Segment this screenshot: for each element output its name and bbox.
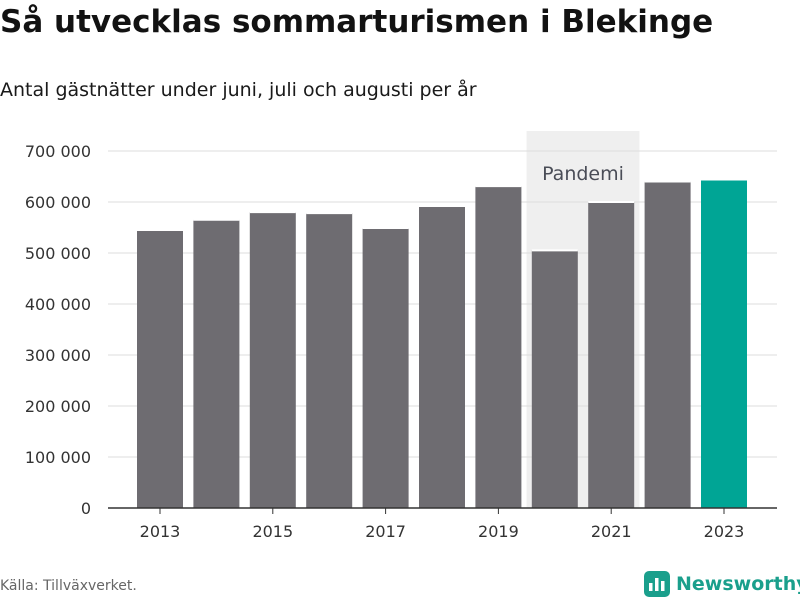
x-tick-label: 2015 [252,522,293,541]
brand-name: Newsworthy [676,573,800,595]
bar [249,212,296,508]
y-tick-label: 700 000 [25,142,91,161]
brand-logo: Newsworthy [644,569,800,599]
bar [588,201,635,509]
x-tick-label: 2019 [478,522,519,541]
y-tick-label: 200 000 [25,397,91,416]
y-tick-label: 600 000 [25,193,91,212]
y-tick-label: 400 000 [25,295,91,314]
source-note: Källa: Tillväxverket. [0,578,137,594]
bar [193,219,240,509]
y-tick-label: 300 000 [25,346,91,365]
y-tick-label: 0 [81,499,91,518]
annotation-label: Pandemi [542,163,624,185]
y-tick-label: 100 000 [25,448,91,467]
bar [306,213,353,508]
newsworthy-logo-icon [644,571,670,597]
x-tick-label: 2017 [365,522,406,541]
bar [644,181,691,508]
bar [137,230,183,508]
bar [475,186,522,508]
chart-title: Så utvecklas sommarturismen i Blekinge [0,4,714,40]
bar [419,206,465,508]
bar [701,179,747,508]
x-tick-label: 2021 [591,522,632,541]
x-tick-label: 2023 [704,522,745,541]
chart-subtitle: Antal gästnätter under juni, juli och au… [0,79,477,101]
bar [531,250,578,508]
y-tick-label: 500 000 [25,244,91,263]
x-tick-label: 2013 [140,522,181,541]
bar [362,227,409,509]
